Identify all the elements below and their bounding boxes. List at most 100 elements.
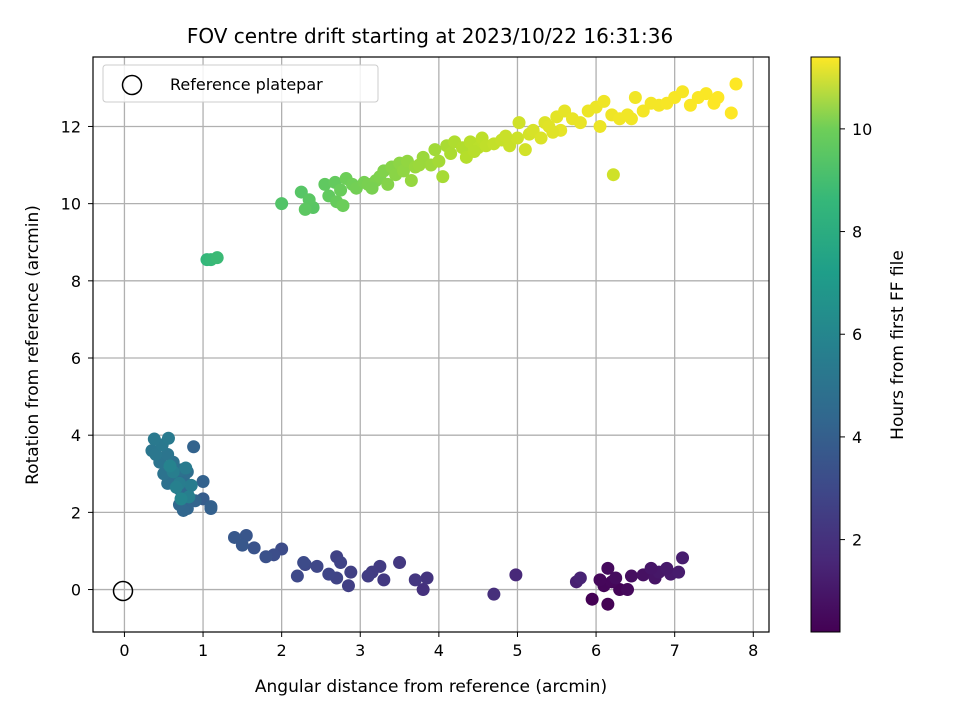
colorbar-gradient (810, 56, 841, 633)
data-point (341, 579, 355, 593)
data-point (432, 154, 446, 168)
data-point (365, 181, 379, 195)
colorbar-tick-label: 8 (852, 223, 862, 242)
colorbar-tick-label: 2 (852, 531, 862, 550)
legend-label: Reference platepar (170, 75, 323, 94)
data-point (361, 569, 375, 583)
data-point (187, 440, 201, 454)
data-points (145, 77, 743, 611)
y-axis-ticks: 0 2 4 6 8 10 12 (61, 117, 93, 600)
colorbar-tick-label: 10 (852, 120, 872, 139)
data-point (510, 131, 524, 145)
data-point (624, 569, 638, 583)
y-tick-label: 10 (61, 195, 81, 214)
colorbar-tick-label: 6 (852, 325, 862, 344)
data-point (660, 561, 674, 575)
x-tick-label: 8 (748, 641, 758, 660)
y-tick-label: 8 (71, 272, 81, 291)
data-point (676, 551, 690, 565)
y-tick-label: 12 (61, 117, 81, 136)
x-tick-label: 0 (119, 641, 129, 660)
data-point (298, 202, 312, 216)
colorbar-label: Hours from first FF file (888, 250, 908, 440)
x-tick-label: 6 (591, 641, 601, 660)
data-point (573, 116, 587, 130)
data-point (573, 571, 587, 585)
colorbar: 2 4 6 8 10 Hours from first FF file (810, 56, 908, 633)
data-point (518, 143, 532, 157)
data-point (534, 131, 548, 145)
data-point (621, 583, 635, 597)
data-point (322, 567, 336, 581)
data-point (147, 432, 161, 446)
data-point (672, 565, 686, 579)
data-point (416, 583, 430, 597)
data-point (593, 573, 607, 587)
plot-frame (92, 56, 770, 633)
data-point (259, 550, 273, 564)
x-tick-label: 2 (277, 641, 287, 660)
data-point (179, 461, 193, 475)
x-axis-label: Angular distance from reference (arcmin) (255, 677, 607, 697)
x-tick-label: 4 (434, 641, 444, 660)
data-point (512, 116, 526, 130)
data-point (381, 177, 395, 191)
data-point (196, 474, 210, 488)
data-point (487, 587, 501, 601)
data-point (509, 568, 523, 582)
data-point (644, 561, 658, 575)
data-point (290, 569, 304, 583)
data-point (412, 158, 426, 172)
data-point (546, 125, 560, 139)
data-point (676, 85, 690, 99)
colorbar-ticks: 2 4 6 8 10 (840, 120, 872, 550)
y-tick-label: 6 (71, 349, 81, 368)
colorbar-tick-label: 4 (852, 428, 862, 447)
data-point (601, 597, 615, 611)
reference-marker (112, 580, 134, 602)
data-point (161, 431, 175, 445)
data-point (169, 480, 183, 494)
data-point (210, 251, 224, 265)
data-point (593, 119, 607, 133)
data-point (247, 541, 261, 555)
data-point (499, 129, 513, 143)
data-point (404, 173, 418, 187)
legend-box (102, 64, 379, 103)
data-point (161, 447, 175, 461)
x-tick-label: 5 (512, 641, 522, 660)
data-point (628, 91, 642, 105)
data-point (609, 571, 623, 585)
data-point (724, 106, 738, 120)
data-point (444, 146, 458, 160)
data-point (334, 556, 348, 570)
data-point (318, 177, 332, 191)
data-point (227, 530, 241, 544)
x-axis-ticks: 0 1 2 3 4 5 6 7 8 (119, 632, 758, 660)
data-point (408, 573, 422, 587)
grid (93, 57, 769, 632)
legend: Reference platepar (102, 64, 379, 103)
data-point (275, 197, 289, 211)
data-point (428, 143, 442, 157)
data-point (585, 592, 599, 606)
legend-reference-icon (121, 74, 143, 96)
data-point (204, 500, 218, 514)
data-point (184, 478, 198, 492)
data-point (699, 87, 713, 101)
y-tick-label: 4 (71, 426, 81, 445)
data-point (336, 199, 350, 213)
data-point (597, 94, 611, 108)
data-point (344, 565, 358, 579)
data-point (163, 459, 177, 473)
data-point (377, 573, 391, 587)
data-point (606, 168, 620, 182)
data-point (393, 556, 407, 570)
data-point (297, 556, 311, 570)
x-tick-label: 3 (355, 641, 365, 660)
y-axis-label: Rotation from reference (arcmin) (23, 205, 43, 485)
data-point (334, 183, 348, 197)
data-point (601, 561, 615, 575)
data-point (310, 559, 324, 573)
